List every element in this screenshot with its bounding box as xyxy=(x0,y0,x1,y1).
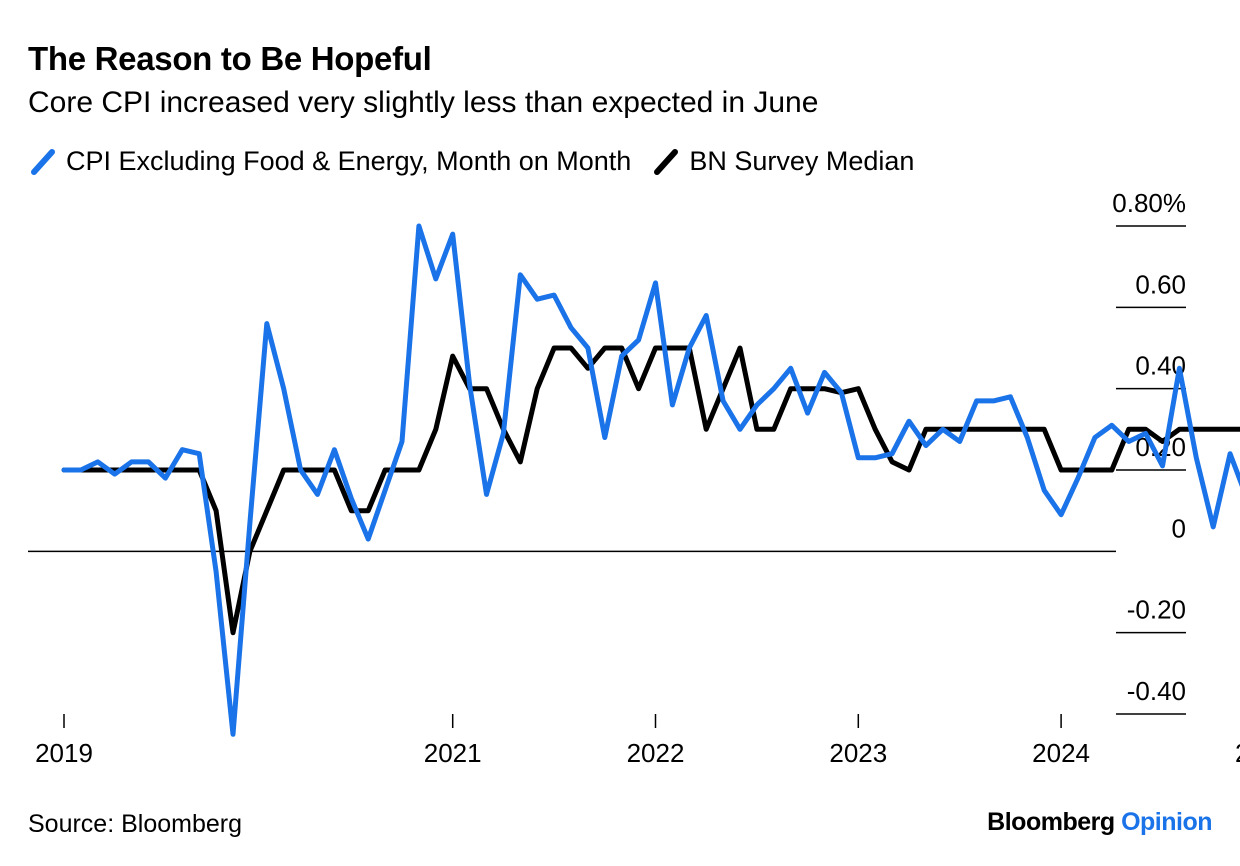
chart-subtitle: Core CPI increased very slightly less th… xyxy=(28,86,819,119)
legend-label-survey-median: BN Survey Median xyxy=(689,146,915,176)
legend-item-survey-median: BN Survey Median xyxy=(651,146,914,177)
legend-label-core-cpi: CPI Excluding Food & Energy, Month on Mo… xyxy=(66,146,632,176)
x-tick-label-3: 2023 xyxy=(829,738,887,768)
brand-accent: Opinion xyxy=(1121,808,1212,836)
x-tick-label-2: 2022 xyxy=(627,738,685,768)
y-tick-label-1: 0.60 xyxy=(1135,269,1186,299)
y-tick-label-6: -0.40 xyxy=(1127,676,1186,706)
y-tick-label-0: 0.80% xyxy=(1112,188,1186,218)
source-note: Source: Bloomberg xyxy=(28,810,243,838)
x-tick-label-0: 2019 xyxy=(35,738,93,768)
legend-item-core-cpi: CPI Excluding Food & Energy, Month on Mo… xyxy=(28,146,631,177)
legend: CPI Excluding Food & Energy, Month on Mo… xyxy=(28,146,934,177)
brand-logo: Bloomberg Opinion xyxy=(987,808,1212,837)
x-tick-label-1: 2021 xyxy=(424,738,482,768)
y-gridlines xyxy=(28,225,1186,715)
brand-name: Bloomberg xyxy=(987,808,1115,836)
series-line-survey-median xyxy=(61,345,1240,636)
chart-title: The Reason to Be Hopeful xyxy=(28,40,432,77)
series-lines xyxy=(61,223,1240,737)
x-tick-label-5: 2025 xyxy=(1235,738,1240,768)
series-line-core-cpi xyxy=(61,223,1240,737)
legend-swatch-core-cpi xyxy=(31,148,55,175)
y-tick-label-5: -0.20 xyxy=(1127,595,1186,625)
x-tick-label-4: 2024 xyxy=(1032,738,1090,768)
x-axis: 2019 2021 2022 2023 2024 2025 xyxy=(35,714,1240,768)
legend-swatch-survey-median xyxy=(654,148,679,175)
y-tick-label-4: 0 xyxy=(1172,513,1186,543)
